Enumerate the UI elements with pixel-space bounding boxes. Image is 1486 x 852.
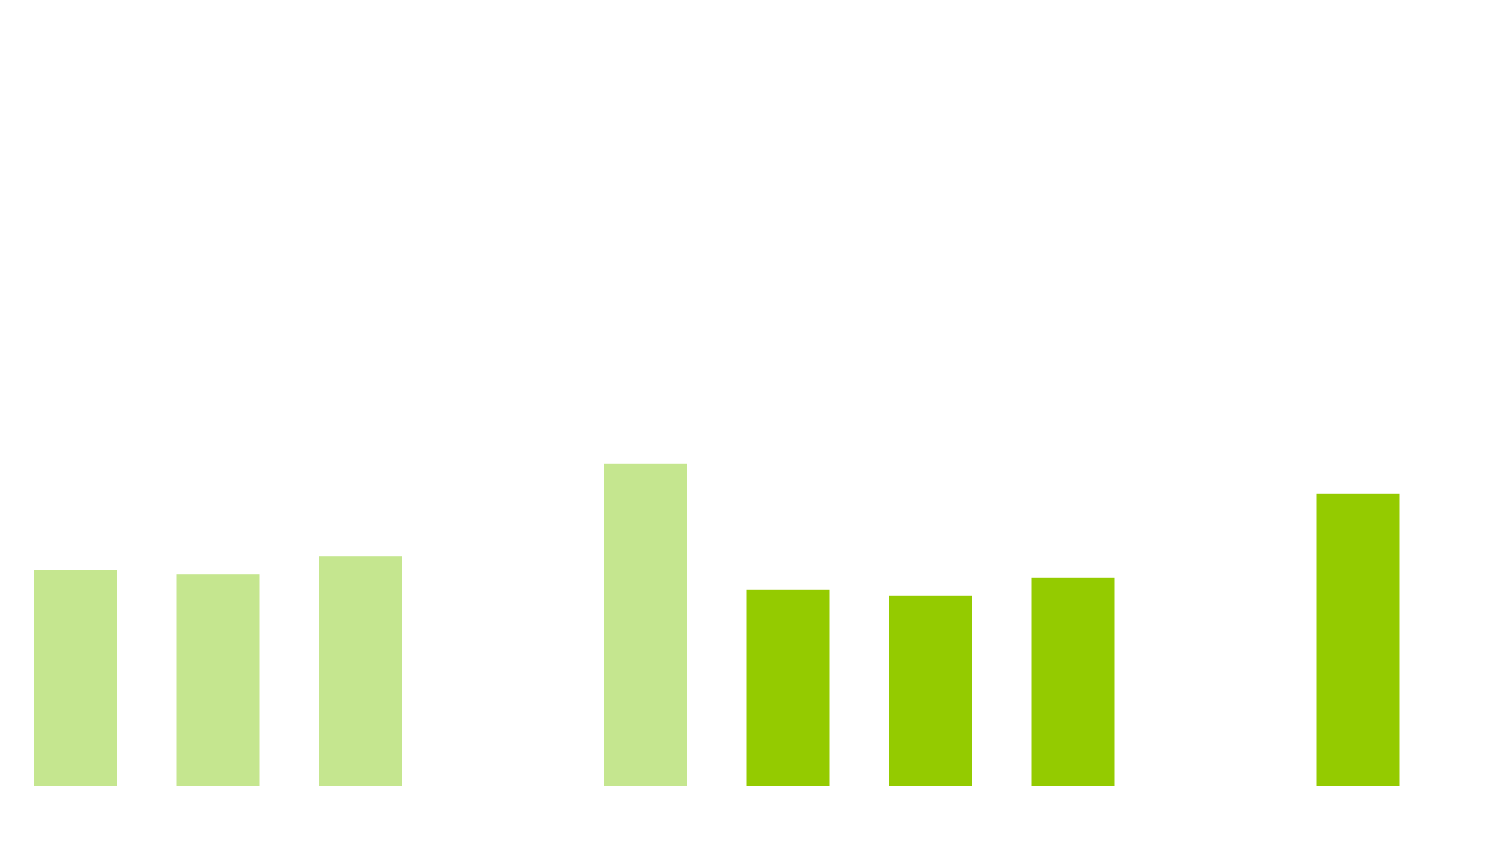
bar-2-6 — [746, 589, 830, 786]
bar-1-1 — [34, 570, 117, 786]
bar-1-5 — [604, 463, 687, 786]
bars-group — [34, 463, 1400, 786]
bar-1-2 — [176, 574, 260, 786]
bar-2-10 — [1316, 493, 1400, 786]
bar-1-3 — [319, 556, 402, 786]
bar-2-7 — [889, 595, 972, 786]
bar-2-8 — [1031, 577, 1115, 786]
